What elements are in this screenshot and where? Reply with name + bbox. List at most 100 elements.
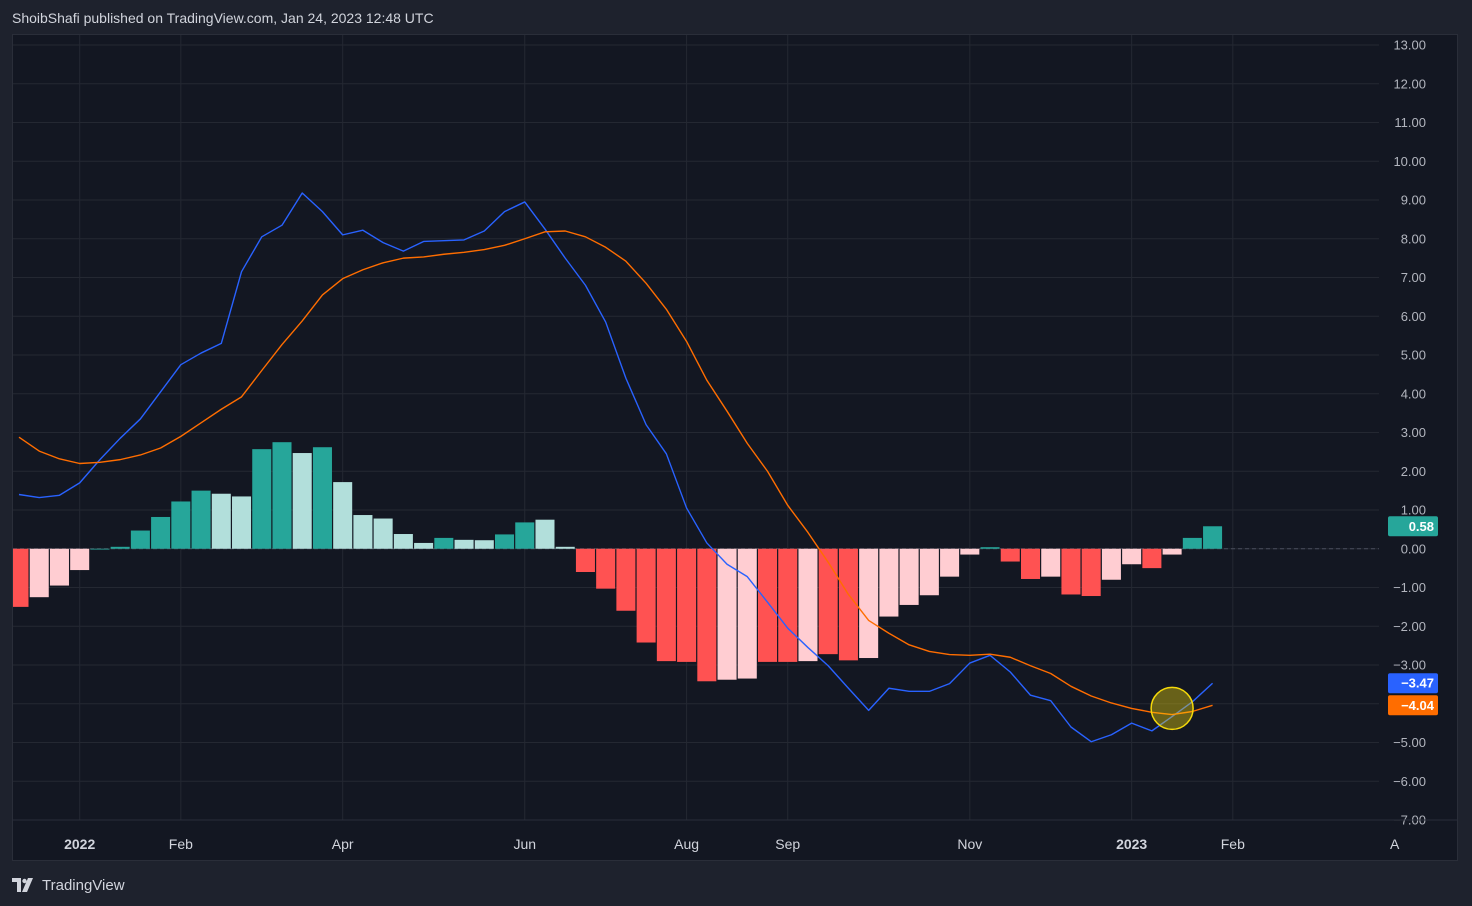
x-tick-label: 2023 [1116, 836, 1147, 852]
y-tick-label: 6.00 [1401, 309, 1426, 324]
histogram-bar [758, 548, 778, 662]
time-axis[interactable]: 2022 Feb Apr Jun Aug Sep Nov 2023 Feb A [64, 836, 1400, 852]
histogram-bar [798, 548, 818, 662]
publisher-header: ShoibShafi published on TradingView.com,… [12, 10, 434, 26]
histogram-bar [333, 482, 353, 549]
price-axis[interactable]: 13.00 12.00 11.00 10.00 9.00 8.00 7.00 6.00 5.00… [13, 35, 1457, 828]
histogram-bar [495, 534, 515, 549]
histogram-bar [1041, 548, 1061, 577]
histogram-bar [454, 539, 474, 549]
macd-line [18, 192, 1214, 743]
histogram-bar [272, 442, 292, 549]
histogram-bar [879, 548, 899, 617]
histogram-bar [616, 548, 636, 611]
histogram-bar [636, 548, 656, 643]
histogram-bar [919, 548, 939, 596]
y-tick-label: 0.00 [1401, 541, 1426, 556]
histogram-bar [1182, 537, 1202, 549]
y-tick-label: −2.00 [1393, 619, 1426, 634]
histogram-bar [818, 548, 838, 655]
histogram-bar [29, 548, 49, 598]
y-tick-label: −3.00 [1393, 658, 1426, 673]
histogram-bar [13, 548, 29, 607]
histogram-bar [778, 548, 798, 662]
last-value-tag-text: 0.58 [1409, 519, 1434, 534]
histogram-bar [211, 493, 231, 549]
histogram-bar [191, 490, 211, 549]
x-tick-label: Feb [1221, 836, 1245, 852]
y-tick-label: 10.00 [1393, 154, 1426, 169]
tradingview-logo-icon [12, 878, 33, 892]
histogram-bar [656, 548, 676, 662]
y-tick-label: 8.00 [1401, 231, 1426, 246]
brand-label: TradingView [42, 876, 125, 894]
y-tick-label: 5.00 [1401, 348, 1426, 363]
histogram-bar [737, 548, 757, 679]
histogram-bar [90, 548, 110, 550]
crossover-highlight-circle [1150, 686, 1194, 731]
histogram-bar [1020, 548, 1041, 579]
y-tick-label: 2.00 [1401, 464, 1426, 479]
last-value-tag-text: −4.04 [1401, 698, 1435, 713]
x-tick-label: Aug [674, 836, 699, 852]
histogram-bar [130, 530, 150, 549]
histogram-bar [899, 548, 919, 605]
histogram-bar [1142, 548, 1162, 569]
histogram-bar [980, 547, 1000, 549]
histogram-series [13, 442, 1223, 682]
y-tick-label: 4.00 [1401, 386, 1426, 401]
x-tick-label: 2022 [64, 836, 95, 852]
histogram-bar [1000, 548, 1020, 562]
y-tick-label: 1.00 [1401, 503, 1426, 518]
histogram-bar [838, 548, 858, 661]
x-tick-label: Jun [513, 836, 536, 852]
y-tick-label: 7.00 [1401, 270, 1426, 285]
histogram-bar [1081, 548, 1101, 597]
histogram-bar [596, 548, 616, 589]
histogram-bar [49, 548, 69, 586]
y-tick-label: 11.00 [1394, 115, 1426, 130]
histogram-bar [373, 518, 393, 549]
histogram-bar [292, 453, 312, 549]
histogram-bar [474, 540, 494, 549]
histogram-bar [252, 449, 272, 549]
histogram-bar [535, 519, 555, 549]
histogram-bar [353, 515, 373, 549]
x-tick-label: Apr [332, 836, 354, 852]
y-tick-label: −1.00 [1393, 580, 1426, 595]
histogram-bar [232, 496, 252, 549]
signal-line [18, 230, 1213, 716]
y-tick-label: 3.00 [1401, 425, 1426, 440]
publisher-text: ShoibShafi published on TradingView.com,… [12, 10, 434, 26]
histogram-bar [940, 548, 960, 577]
histogram-bar [1122, 548, 1142, 565]
histogram-bar [110, 546, 130, 549]
histogram-bar [859, 548, 879, 659]
histogram-bar [555, 546, 575, 549]
x-tick-label: A [1390, 836, 1400, 852]
histogram-bar [393, 534, 413, 549]
histogram-bar [70, 548, 90, 571]
last-value-tag [1388, 695, 1438, 716]
y-tick-label: 13.00 [1393, 38, 1426, 53]
histogram-bar [1101, 548, 1121, 580]
macd-chart[interactable]: 13.00 12.00 11.00 10.00 9.00 8.00 7.00 6.00 5.00… [13, 35, 1457, 860]
histogram-bar [151, 516, 171, 549]
y-tick-label: −6.00 [1393, 774, 1426, 789]
histogram-bar [575, 548, 595, 572]
chart-pane[interactable]: 13.00 12.00 11.00 10.00 9.00 8.00 7.00 6.00 5.00… [12, 34, 1458, 861]
histogram-bar [434, 537, 454, 549]
line-series [18, 192, 1214, 743]
footer-brand[interactable]: TradingView [12, 874, 125, 896]
y-tick-label: 12.00 [1393, 76, 1426, 91]
y-tick-label: −5.00 [1393, 735, 1426, 750]
last-value-tag [1388, 673, 1438, 694]
histogram-bar [677, 548, 697, 662]
annotation-layer [1150, 686, 1194, 731]
histogram-bar [697, 548, 717, 682]
histogram-bar [1162, 548, 1182, 555]
last-value-tag-text: −3.47 [1401, 676, 1434, 691]
last-value-tags: 0.58 −3.47 −4.04 [1388, 516, 1438, 716]
x-tick-label: Feb [169, 836, 193, 852]
y-tick-label: 9.00 [1401, 193, 1426, 208]
